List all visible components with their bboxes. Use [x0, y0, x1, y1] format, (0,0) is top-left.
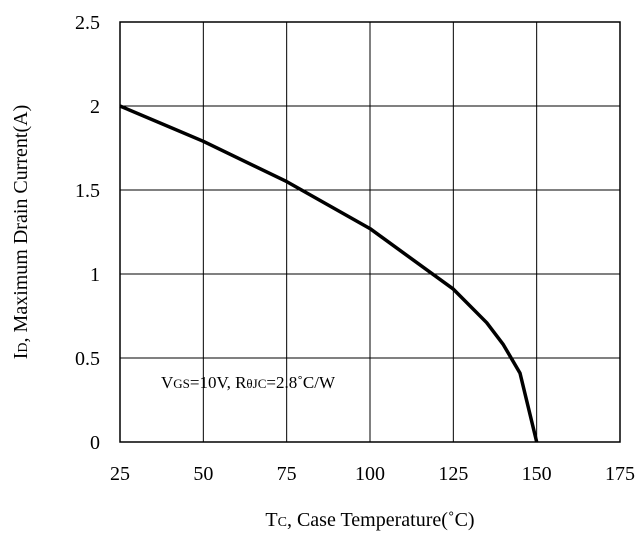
annotation-gs: GS — [173, 376, 190, 391]
plot-frame — [119, 21, 621, 443]
test-condition-annotation: VGS=10V, RθJC=2.8˚C/W — [161, 373, 336, 392]
y-tick-label: 1 — [90, 264, 100, 286]
y-tick-label: 0.5 — [75, 348, 100, 370]
x-tick-label: 75 — [277, 463, 297, 485]
y-tick-labels: 0 0.5 1 1.5 2 2.5 — [75, 12, 100, 454]
y-axis-title-main2: , Maximum Drain Current(A) — [10, 105, 32, 343]
y-axis-title-main1: I — [10, 353, 32, 360]
annotation-v: V — [161, 373, 174, 392]
x-tick-label: 125 — [438, 463, 468, 485]
x-tick-label: 50 — [193, 463, 213, 485]
x-axis-title-main2: , Case Temperature(˚C) — [287, 509, 475, 531]
annotation-mid: =10V, R — [190, 373, 247, 392]
annotation-theta: θJC — [246, 376, 266, 391]
x-tick-label: 150 — [522, 463, 552, 485]
x-axis-title-sub: C — [278, 515, 287, 530]
x-tick-label: 175 — [605, 463, 635, 485]
x-axis-title: TC, Case Temperature(˚C) — [265, 509, 474, 531]
x-tick-labels: 25 50 75 100 125 150 175 — [110, 463, 635, 485]
y-tick-label: 2 — [90, 96, 100, 118]
y-tick-label: 2.5 — [75, 12, 100, 34]
y-axis-title-sub: D — [16, 342, 31, 352]
x-axis-title-main1: T — [265, 509, 277, 531]
y-tick-label: 1.5 — [75, 180, 100, 202]
drain-current-curve — [119, 104, 539, 443]
y-axis-title: ID, Maximum Drain Current(A) — [10, 105, 32, 360]
y-tick-label: 0 — [90, 432, 100, 454]
x-tick-label: 25 — [110, 463, 130, 485]
annotation-tail: =2.8˚C/W — [266, 373, 336, 392]
x-tick-label: 100 — [355, 463, 385, 485]
